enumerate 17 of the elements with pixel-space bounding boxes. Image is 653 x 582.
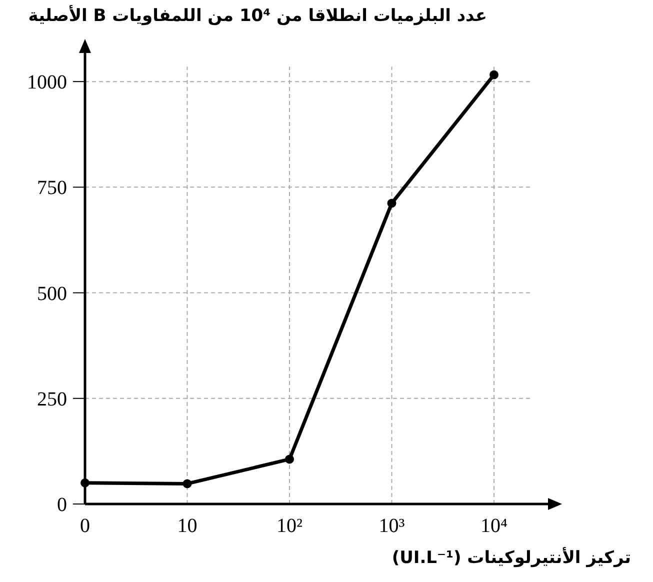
y-tick-label: 250 <box>37 388 67 410</box>
x-tick-label: 10⁴ <box>480 515 508 537</box>
y-tick-label: 0 <box>57 494 67 516</box>
chart-title: عدد البلزميات انطلاقا من 10⁴ من اللمفاويات B الأصلية <box>28 6 487 26</box>
x-axis-title: تركيز الأنتيرلوكينات (UI.L⁻¹) <box>392 548 631 568</box>
y-tick-label: 750 <box>37 177 67 200</box>
point <box>182 479 192 488</box>
x-tick-label: 10 <box>177 515 198 537</box>
x-tick-label: 0 <box>80 515 90 537</box>
x-tick-label: 10³ <box>378 515 405 537</box>
y-tick-label: 1000 <box>27 72 67 94</box>
point <box>80 478 90 488</box>
point <box>387 198 396 208</box>
x-tick-label: 10² <box>276 515 302 537</box>
y-tick-label: 500 <box>37 282 67 305</box>
point <box>285 454 294 464</box>
point <box>490 70 498 80</box>
